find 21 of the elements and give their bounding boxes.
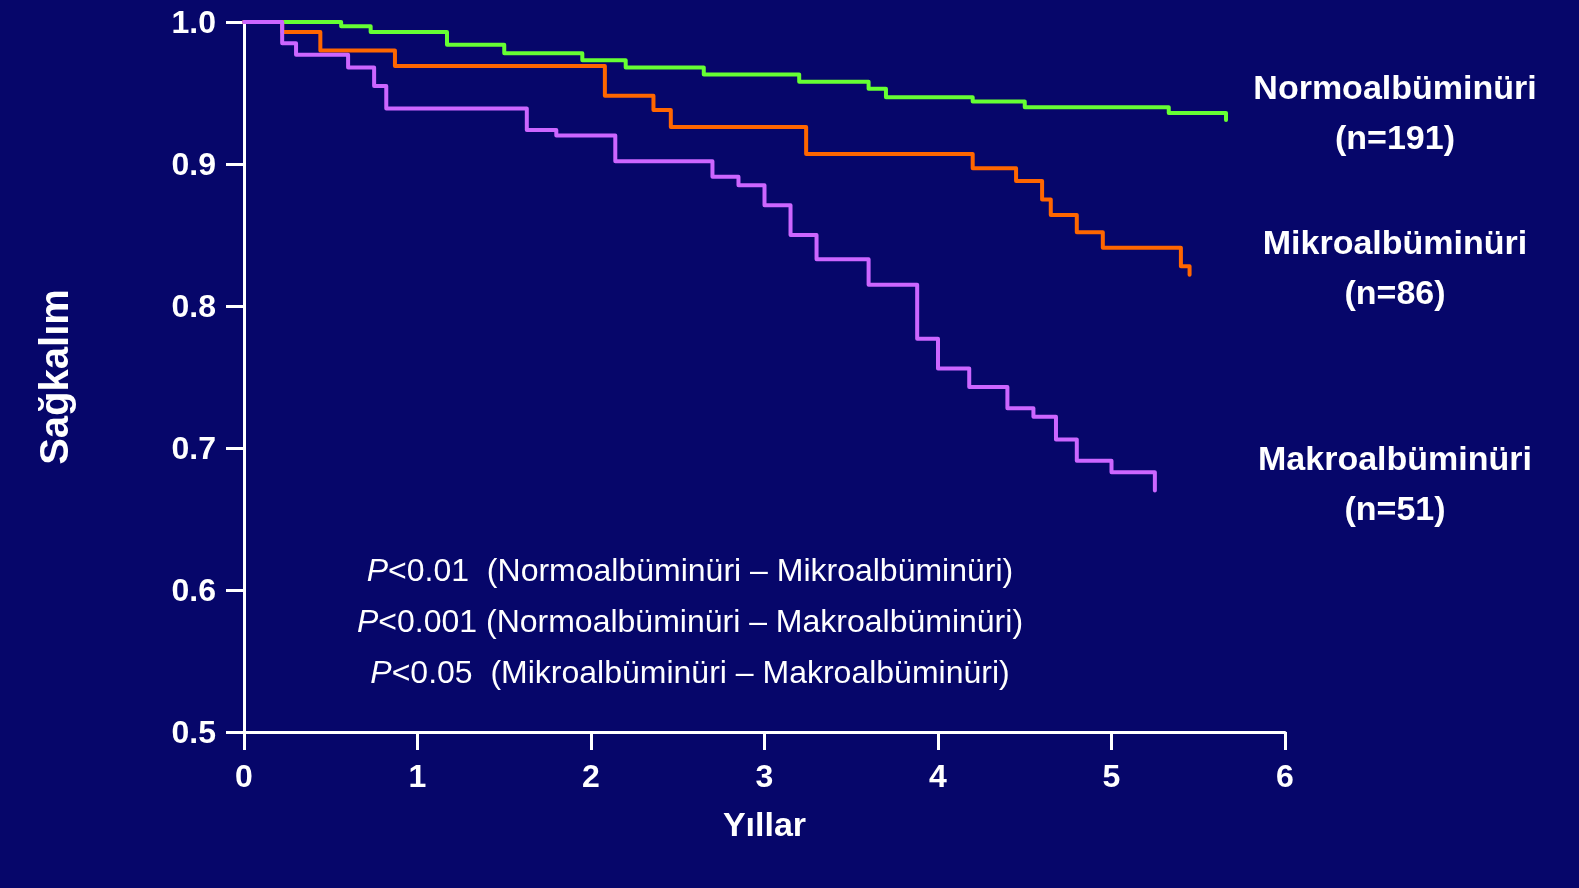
- y-axis-title: Sağkalım: [32, 289, 76, 465]
- annotation: P<0.01 (Normoalbüminüri – Mikroalbüminüri): [366, 552, 1014, 588]
- series-label: Normoalbüminüri (n=191): [1253, 67, 1537, 156]
- text: Makroalbüminüri (n=51): [1258, 438, 1532, 527]
- y-tick-label: 0.6: [171, 572, 216, 608]
- x-tick-label: 6: [1276, 758, 1294, 794]
- annotation: P<0.05 (Mikroalbüminüri – Makroalbüminüri): [370, 654, 1010, 690]
- y-tick-label: 0.5: [171, 714, 216, 750]
- x-tick-label: 3: [755, 758, 774, 794]
- y-tick-label: 0.7: [171, 430, 216, 466]
- x-tick-label: 1: [408, 758, 427, 794]
- x-tick-label: 4: [929, 758, 948, 794]
- x-tick-label: 0: [235, 758, 253, 794]
- x-axis-title: Yıllar: [722, 805, 807, 843]
- x-tick-label: 5: [1102, 758, 1121, 794]
- y-tick-label: 1.0: [171, 4, 216, 40]
- annotation: P<0.001 (Normoalbüminüri – Makroalbüminüri): [356, 603, 1024, 639]
- y-tick-label: 0.9: [171, 146, 216, 182]
- y-tick-label: 0.8: [171, 288, 216, 324]
- text: Mikroalbüminüri (n=86): [1262, 222, 1528, 311]
- x-tick-label: 2: [582, 758, 600, 794]
